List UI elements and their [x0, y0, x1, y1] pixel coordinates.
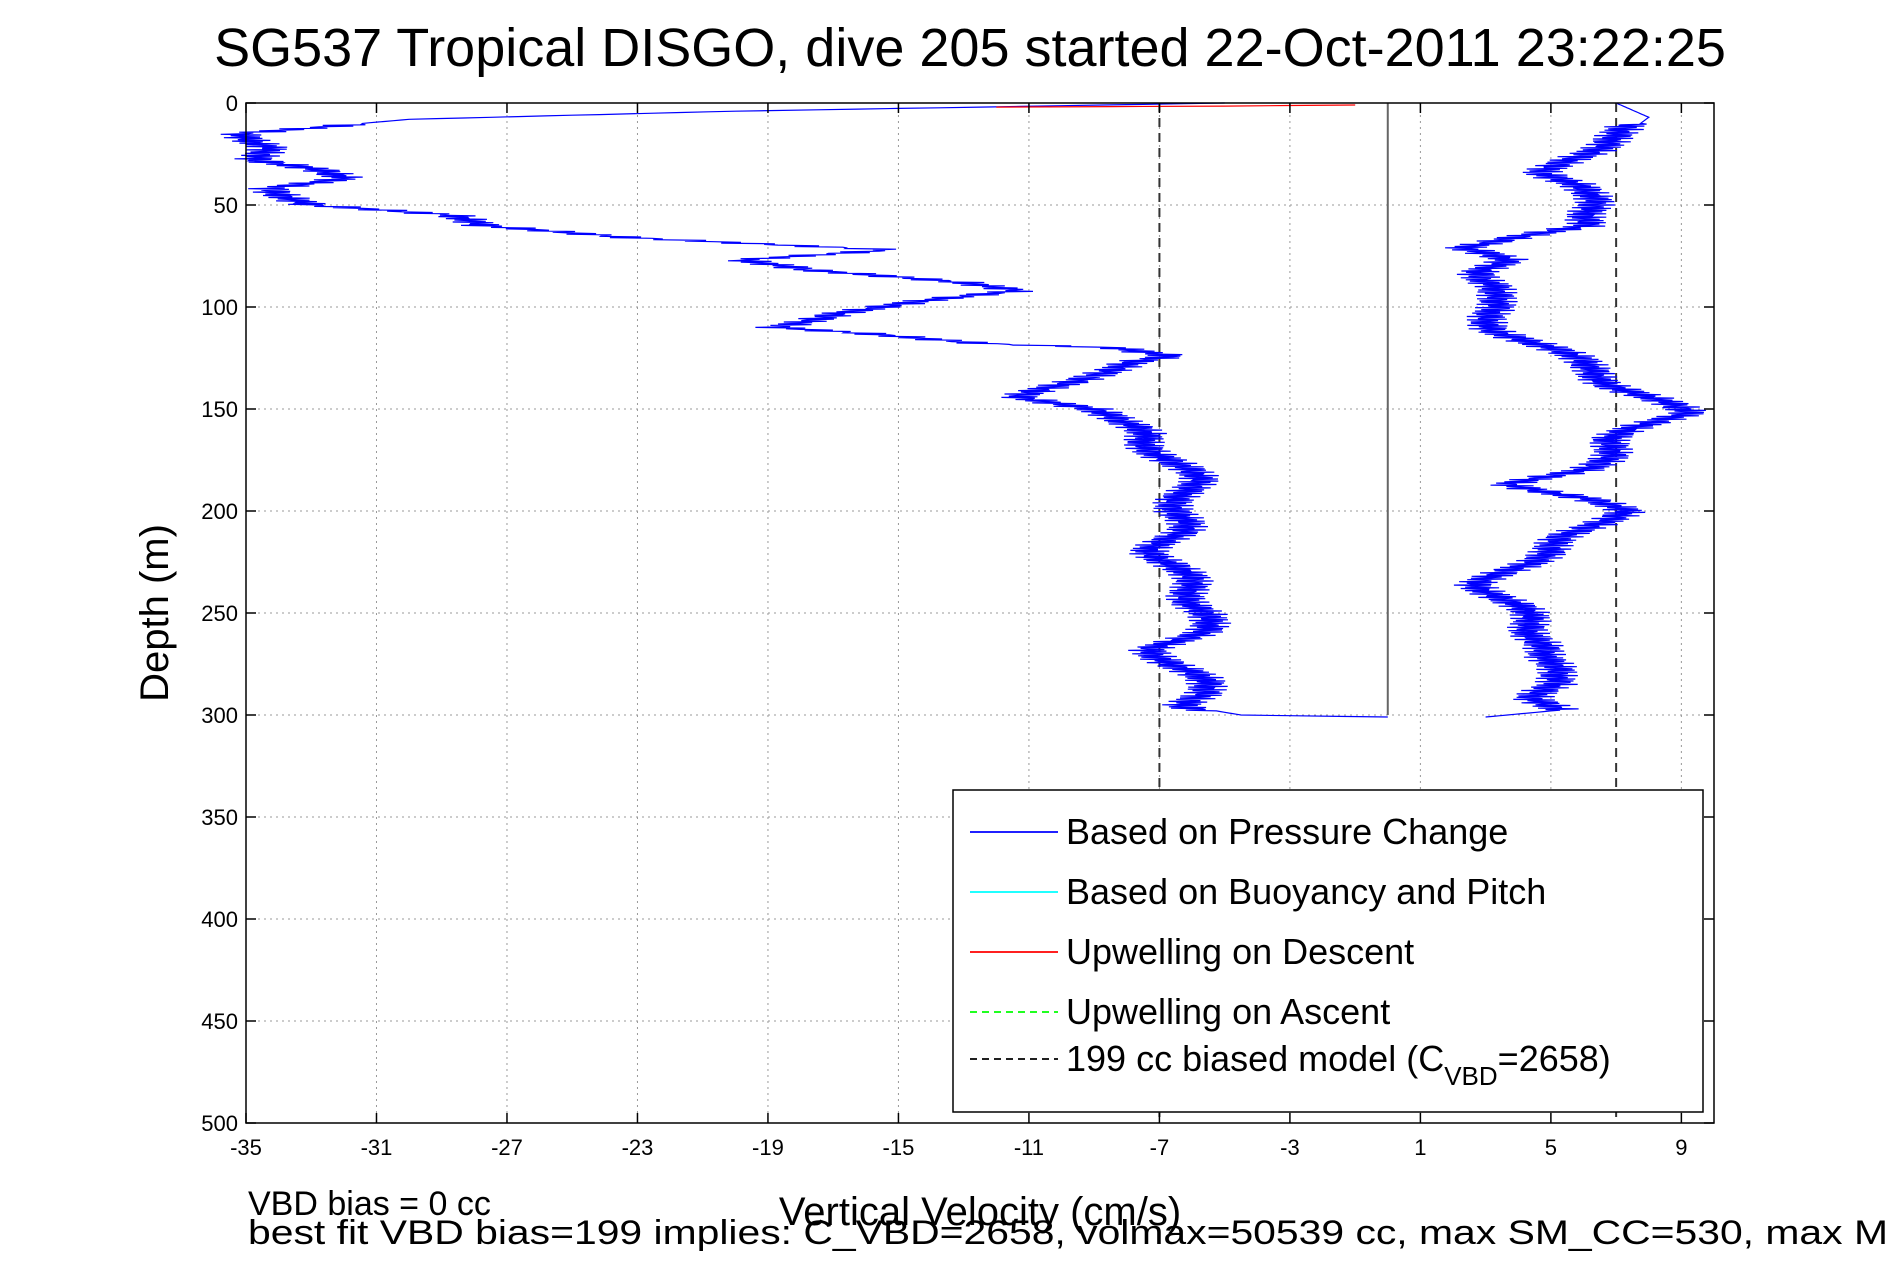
x-tick-label-3: -23	[622, 1135, 654, 1160]
y-tick-label-6: 300	[201, 703, 238, 728]
y-tick-label-1: 50	[214, 193, 238, 218]
x-tick-label-9: 1	[1414, 1135, 1426, 1160]
y-tick-label-9: 450	[201, 1009, 238, 1034]
legend-label-prefix: 199 cc biased model (C	[1066, 1038, 1444, 1079]
x-tick-label-2: -27	[491, 1135, 523, 1160]
x-tick-label-7: -7	[1150, 1135, 1170, 1160]
legend-label-0: Based on Pressure Change	[1066, 811, 1508, 852]
y-tick-label-3: 150	[201, 397, 238, 422]
best-fit-note: best fit VBD bias=199 implies: C_VBD=265…	[248, 1214, 1888, 1252]
legend-label-1: Based on Buoyancy and Pitch	[1066, 871, 1546, 912]
x-axis-ticks: -35 -31 -27 -23 -19 -15 -11 -7 -3 1 5 9	[230, 103, 1688, 1160]
series-line-2	[996, 104, 1356, 108]
y-axis-ticks: 0 50 100 150 200 250 300 350 400 450 500	[201, 91, 1714, 1136]
series-line-1	[1445, 102, 1706, 718]
x-tick-label-4: -19	[752, 1135, 784, 1160]
legend-box	[952, 789, 1704, 1113]
x-tick-label-11: 9	[1675, 1135, 1687, 1160]
x-tick-label-10: 5	[1545, 1135, 1557, 1160]
x-tick-label-1: -31	[361, 1135, 393, 1160]
legend: Based on Pressure Change Based on Buoyanc…	[952, 789, 1704, 1113]
x-tick-label-6: -11	[1014, 1135, 1044, 1160]
vbd-bias-note: VBD bias = 0 cc	[248, 1185, 491, 1223]
y-axis-label: Depth (m)	[133, 524, 177, 702]
reference-lines	[1158, 103, 1618, 1123]
legend-label-3: Upwelling on Ascent	[1066, 991, 1390, 1032]
x-axis-label: Vertical Velocity (cm/s)	[779, 1190, 1181, 1234]
x-tick-label-8: -3	[1280, 1135, 1300, 1160]
chart-title: SG537 Tropical DISGO, dive 205 started 2…	[214, 18, 1726, 78]
x-tick-label-0: -35	[230, 1135, 262, 1160]
y-tick-label-2: 100	[201, 295, 238, 320]
y-tick-label-5: 250	[201, 601, 238, 626]
x-tick-label-5: -15	[883, 1135, 915, 1160]
legend-label-suffix: =2658)	[1498, 1038, 1611, 1079]
y-tick-label-4: 200	[201, 499, 238, 524]
legend-label-2: Upwelling on Descent	[1066, 931, 1414, 972]
y-tick-label-7: 350	[201, 805, 238, 830]
series-line-0	[220, 102, 1388, 718]
y-tick-label-8: 400	[201, 907, 238, 932]
y-tick-label-0: 0	[226, 91, 238, 116]
legend-label-subscript: VBD	[1444, 1061, 1497, 1091]
legend-label-4: 199 cc biased model (CVBD=2658)	[1066, 1038, 1611, 1091]
y-tick-label-10: 500	[201, 1111, 238, 1136]
series-layer	[220, 102, 1706, 718]
